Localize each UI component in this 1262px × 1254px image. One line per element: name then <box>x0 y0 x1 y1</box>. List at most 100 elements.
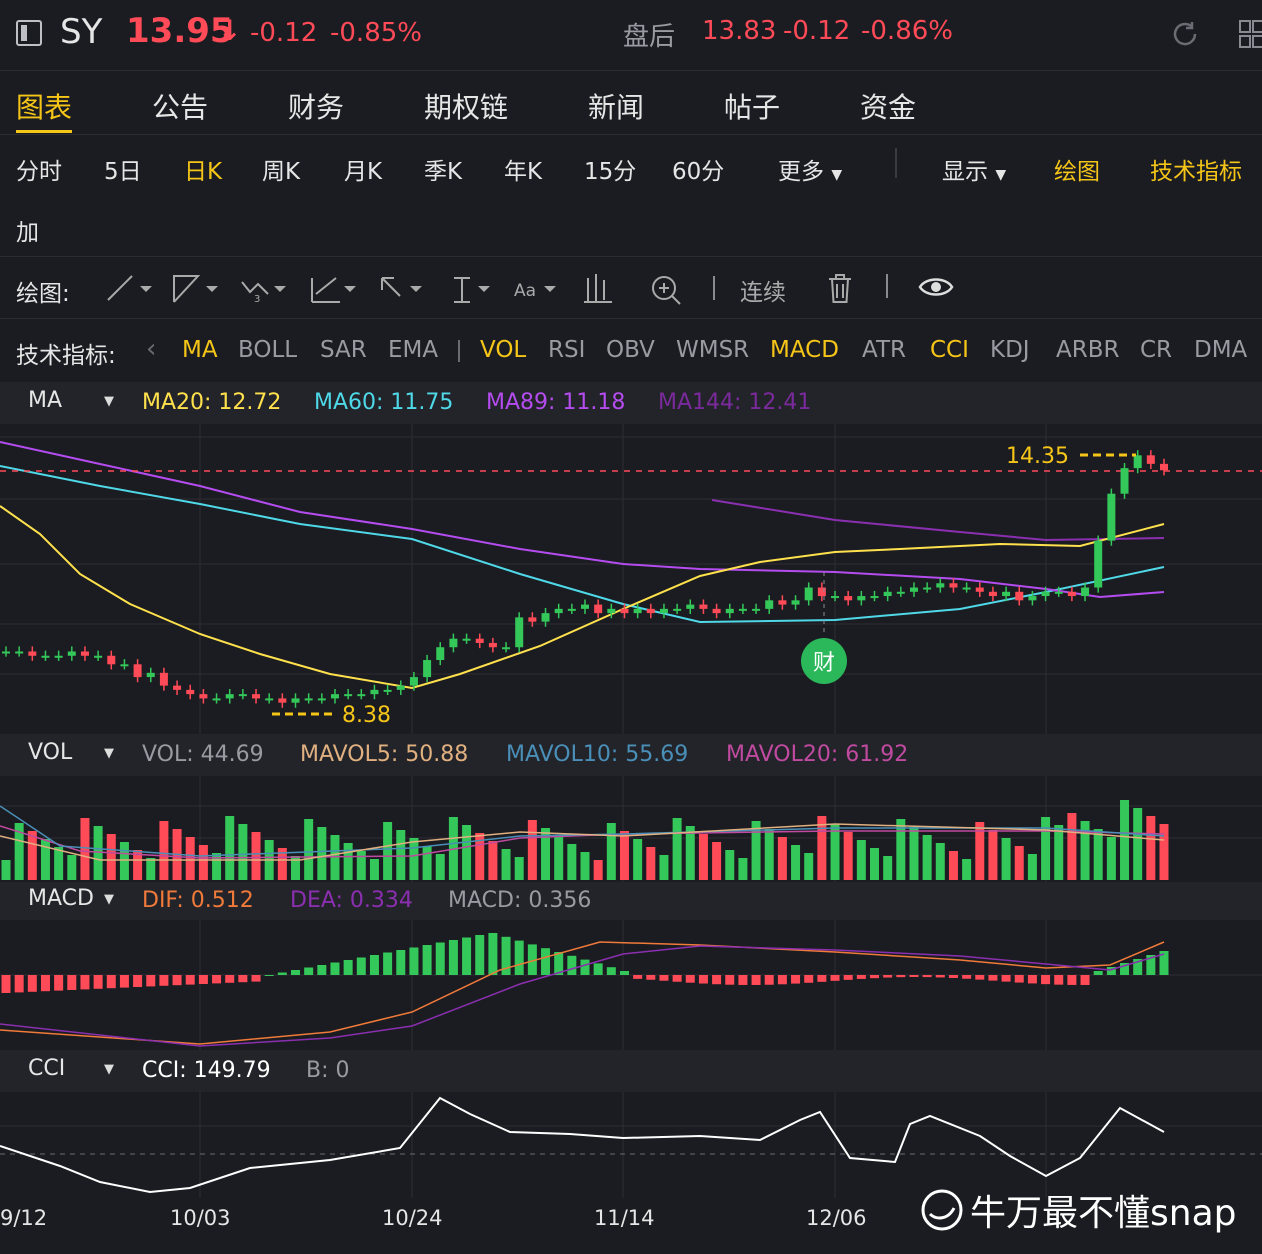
macd-histogram-bar <box>672 975 682 982</box>
more-dropdown[interactable]: 更多 ▼ <box>778 152 842 186</box>
tf-monthly[interactable]: 月K <box>344 159 383 185</box>
tab-chart[interactable]: 图表 <box>16 91 73 124</box>
macd-histogram-bar <box>777 975 787 985</box>
ind-cci[interactable]: CCI <box>930 337 969 363</box>
watermark: 牛万最不懂snap <box>920 1184 1237 1236</box>
ind-atr[interactable]: ATR <box>862 337 906 363</box>
candle-body <box>567 608 576 611</box>
macd-histogram-bar <box>159 975 169 986</box>
volume-bar <box>1093 829 1103 880</box>
macd-value: MACD: 0.356 <box>448 888 592 913</box>
tab-announcements[interactable]: 公告 <box>152 91 209 124</box>
ma89-line <box>0 441 1165 599</box>
volume-bar <box>27 831 37 880</box>
macd-histogram-bar <box>659 975 669 981</box>
trash-icon[interactable] <box>826 272 854 304</box>
ind-obv[interactable]: OBV <box>606 337 655 363</box>
vol-selector[interactable]: VOL <box>28 740 73 765</box>
sidebar-toggle-icon[interactable] <box>16 20 42 46</box>
candle-body <box>909 587 918 592</box>
tab-news[interactable]: 新闻 <box>588 91 645 124</box>
volume-bar <box>1067 813 1077 880</box>
chevron-down-icon[interactable]: ▼ <box>104 1062 114 1077</box>
ind-ma[interactable]: MA <box>182 337 218 363</box>
macd-histogram-bar <box>633 975 643 979</box>
ma-selector[interactable]: MA <box>28 388 63 413</box>
ind-arbr[interactable]: ARBR <box>1056 337 1120 363</box>
chevron-down-icon[interactable]: ▼ <box>104 746 114 761</box>
tab-capital[interactable]: 资金 <box>860 91 917 124</box>
macd-histogram-bar <box>225 975 235 983</box>
candle-body <box>357 694 366 697</box>
tf-5day[interactable]: 5日 <box>104 159 142 185</box>
macd-selector[interactable]: MACD <box>28 886 94 911</box>
candle-body <box>330 694 339 699</box>
chevron-down-icon[interactable]: ▼ <box>104 394 114 409</box>
macd-histogram-bar <box>422 945 432 975</box>
macd-histogram-bar <box>14 975 24 993</box>
candle-body <box>41 655 50 658</box>
macd-chart[interactable] <box>0 920 1262 1050</box>
line-tool-icon[interactable] <box>107 275 152 301</box>
text-tool-icon[interactable]: Aa <box>514 281 536 301</box>
candle-tool-icon[interactable] <box>584 274 612 303</box>
eye-icon[interactable] <box>918 274 954 300</box>
fib-tool-icon[interactable] <box>311 277 356 303</box>
tf-intraday[interactable]: 分时 <box>16 159 62 185</box>
display-dropdown[interactable]: 显示 ▼ <box>942 152 1006 186</box>
tf-daily[interactable]: 日K <box>184 159 223 185</box>
ind-cr[interactable]: CR <box>1140 337 1173 363</box>
ind-boll[interactable]: BOLL <box>238 337 298 363</box>
cci-selector[interactable]: CCI <box>28 1056 66 1081</box>
tf-15min[interactable]: 15分 <box>584 159 637 185</box>
volume-bar <box>751 821 761 880</box>
chevron-down-icon[interactable]: ▼ <box>104 892 114 907</box>
measure-tool-icon[interactable] <box>454 277 490 303</box>
tech-indicator-button[interactable]: 技术指标 <box>1150 159 1242 185</box>
ind-rsi[interactable]: RSI <box>548 337 586 363</box>
ind-vol[interactable]: VOL <box>480 337 527 363</box>
macd-histogram-bar <box>1106 967 1116 975</box>
volume-chart[interactable] <box>0 776 1262 882</box>
price-chart[interactable]: 14.35 8.38 财 <box>0 424 1262 734</box>
tf-quarterly[interactable]: 季K <box>424 159 463 185</box>
volume-bar <box>883 856 893 880</box>
macd-histogram-bar <box>935 975 945 978</box>
tab-posts[interactable]: 帖子 <box>724 91 781 124</box>
wave-tool-icon[interactable]: 3 <box>241 281 286 305</box>
add-button[interactable]: 加 <box>16 220 39 246</box>
tab-options-chain[interactable]: 期权链 <box>424 91 509 124</box>
channel-tool-icon[interactable] <box>173 275 218 303</box>
volume-bar <box>198 845 208 880</box>
grid-layout-icon[interactable] <box>1238 19 1262 49</box>
earnings-marker-label: 财 <box>813 651 835 676</box>
candle-body <box>409 677 418 686</box>
arrow-tool-icon[interactable] <box>381 277 422 297</box>
ind-sar[interactable]: SAR <box>320 337 367 363</box>
tf-yearly[interactable]: 年K <box>504 159 543 185</box>
macd-histogram-bar <box>93 975 103 989</box>
tf-60min[interactable]: 60分 <box>672 159 725 185</box>
continuous-button[interactable]: 连续 <box>740 280 786 306</box>
refresh-icon[interactable] <box>1170 19 1200 49</box>
after-hours-pct: -0.86% <box>861 16 953 46</box>
ind-wmsr[interactable]: WMSR <box>676 337 750 363</box>
cci-chart[interactable] <box>0 1092 1262 1198</box>
tf-weekly[interactable]: 周K <box>262 159 301 185</box>
ind-ema[interactable]: EMA <box>388 337 439 363</box>
draw-button[interactable]: 绘图 <box>1054 159 1100 185</box>
candle-body <box>817 587 826 597</box>
ind-dma[interactable]: DMA <box>1194 337 1248 363</box>
ind-kdj[interactable]: KDJ <box>990 337 1030 363</box>
macd-histogram-bar <box>883 975 893 978</box>
chevron-left-icon[interactable]: ‹ <box>146 334 157 364</box>
macd-histogram-bar <box>106 975 116 989</box>
volume-bar <box>488 841 498 880</box>
ind-macd[interactable]: MACD <box>770 337 839 363</box>
zoom-in-icon[interactable] <box>652 276 681 305</box>
volume-bar <box>462 825 472 880</box>
tab-financials[interactable]: 财务 <box>288 91 345 124</box>
macd-histogram-bar <box>817 975 827 982</box>
mavol20-line <box>0 825 1165 859</box>
candle-body <box>1107 493 1116 541</box>
